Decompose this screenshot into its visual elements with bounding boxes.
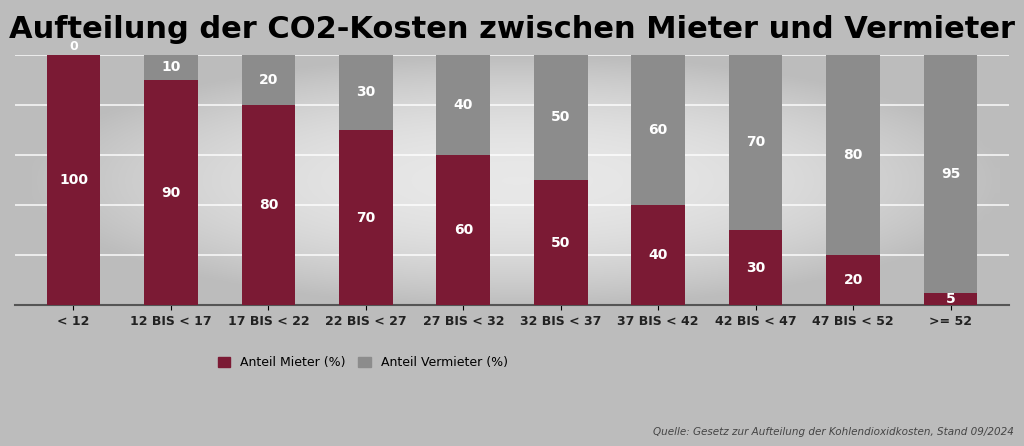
- Bar: [729, 230, 782, 306]
- Legend: Anteil Mieter (%), Anteil Vermieter (%): Anteil Mieter (%), Anteil Vermieter (%): [218, 356, 508, 369]
- Bar: [632, 205, 685, 306]
- Text: 30: 30: [746, 261, 765, 275]
- Text: 90: 90: [162, 186, 180, 199]
- Bar: [144, 80, 198, 306]
- Bar: [339, 130, 392, 306]
- Text: 10: 10: [161, 60, 180, 74]
- Text: 0: 0: [69, 41, 78, 54]
- Bar: [924, 293, 977, 306]
- Bar: [339, 55, 392, 130]
- Text: 20: 20: [844, 273, 863, 287]
- Bar: [242, 55, 295, 105]
- Bar: [826, 255, 880, 306]
- Text: 95: 95: [941, 167, 961, 181]
- Text: 100: 100: [59, 173, 88, 187]
- Text: 40: 40: [454, 98, 473, 112]
- Text: 60: 60: [454, 223, 473, 237]
- Text: 30: 30: [356, 85, 376, 99]
- Bar: [729, 55, 782, 230]
- Text: Quelle: Gesetz zur Aufteilung der Kohlendioxidkosten, Stand 09/2024: Quelle: Gesetz zur Aufteilung der Kohlen…: [653, 427, 1014, 437]
- Bar: [47, 55, 100, 306]
- Text: 40: 40: [648, 248, 668, 262]
- Bar: [436, 155, 490, 306]
- Bar: [144, 55, 198, 80]
- Text: 50: 50: [551, 236, 570, 250]
- Text: 60: 60: [648, 123, 668, 137]
- Text: 5: 5: [945, 292, 955, 306]
- Bar: [242, 105, 295, 306]
- Bar: [924, 55, 977, 293]
- Text: 70: 70: [356, 211, 376, 225]
- Bar: [534, 55, 588, 180]
- Text: 50: 50: [551, 110, 570, 124]
- Bar: [436, 55, 490, 155]
- Bar: [826, 55, 880, 255]
- Text: 70: 70: [746, 136, 765, 149]
- Text: 80: 80: [844, 148, 863, 162]
- Title: Aufteilung der CO2-Kosten zwischen Mieter und Vermieter: Aufteilung der CO2-Kosten zwischen Miete…: [9, 15, 1015, 44]
- Bar: [534, 180, 588, 306]
- Text: 20: 20: [259, 73, 279, 87]
- Bar: [632, 55, 685, 205]
- Text: 80: 80: [259, 198, 279, 212]
